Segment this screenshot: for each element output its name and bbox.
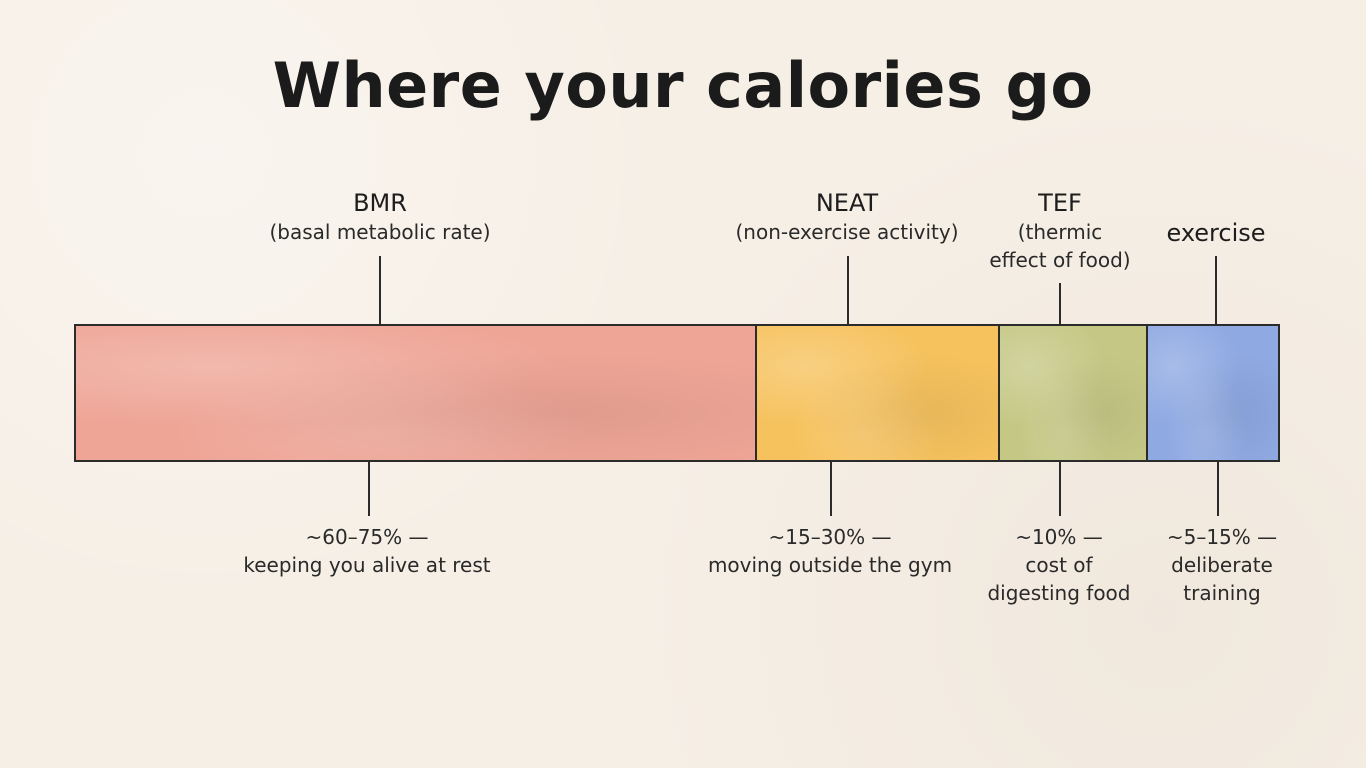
bmr-note: ~60–75% — keeping you alive at rest xyxy=(217,523,517,579)
exercise-label: exercise xyxy=(1136,218,1296,248)
bmr-description: keeping you alive at rest xyxy=(243,553,491,577)
neat-segment xyxy=(757,326,1000,460)
tef-subtitle-line-2: effect of food) xyxy=(989,248,1131,272)
bmr-top-connector xyxy=(379,256,381,324)
neat-top-connector xyxy=(847,256,849,324)
tef-description-line-2: digesting food xyxy=(987,581,1131,605)
exercise-note: ~5–15% — deliberate training xyxy=(1142,523,1302,607)
neat-name: NEAT xyxy=(815,189,879,217)
tef-label: TEF (thermic effect of food) xyxy=(960,188,1160,274)
neat-range: ~15–30% — xyxy=(768,525,892,549)
tef-subtitle-line-1: (thermic xyxy=(1017,220,1103,244)
bmr-segment xyxy=(76,326,757,460)
neat-subtitle: (non-exercise activity) xyxy=(735,220,959,244)
bmr-range: ~60–75% — xyxy=(305,525,429,549)
calorie-breakdown-bar xyxy=(74,324,1280,462)
tef-description-line-1: cost of xyxy=(1025,553,1093,577)
neat-description: moving outside the gym xyxy=(707,553,953,577)
exercise-description-line-1: deliberate xyxy=(1171,553,1273,577)
bmr-label: BMR (basal metabolic rate) xyxy=(230,188,530,246)
tef-name: TEF xyxy=(1038,189,1082,217)
tef-top-connector xyxy=(1059,283,1061,324)
exercise-range: ~5–15% — xyxy=(1166,525,1278,549)
tef-segment xyxy=(1000,326,1148,460)
neat-note: ~15–30% — moving outside the gym xyxy=(680,523,980,579)
tef-bottom-connector xyxy=(1059,462,1061,516)
exercise-top-connector xyxy=(1215,256,1217,324)
bmr-subtitle: (basal metabolic rate) xyxy=(269,220,491,244)
diagram-title: Where your calories go xyxy=(272,49,1094,122)
bmr-name: BMR xyxy=(353,189,407,217)
exercise-description-line-2: training xyxy=(1183,581,1261,605)
exercise-name: exercise xyxy=(1166,219,1266,247)
bmr-bottom-connector xyxy=(368,462,370,516)
tef-range: ~10% — xyxy=(1015,525,1103,549)
neat-bottom-connector xyxy=(830,462,832,516)
neat-label: NEAT (non-exercise activity) xyxy=(697,188,997,246)
exercise-segment xyxy=(1148,326,1278,460)
exercise-bottom-connector xyxy=(1217,462,1219,516)
tef-note: ~10% — cost of digesting food xyxy=(969,523,1149,607)
